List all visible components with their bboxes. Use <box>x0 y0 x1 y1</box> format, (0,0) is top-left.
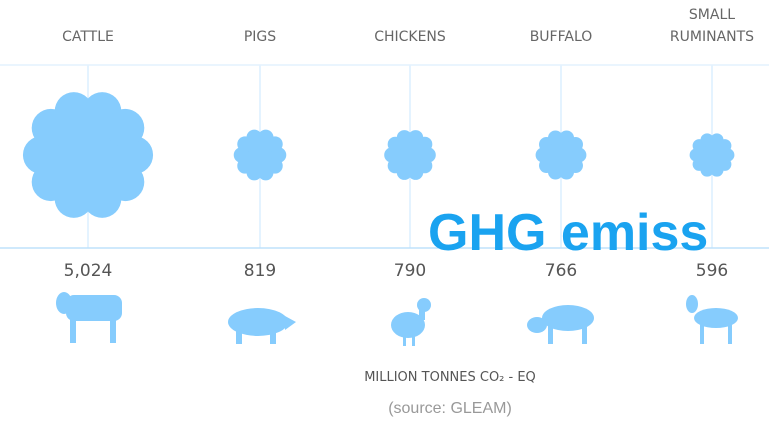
cloud-puff <box>83 179 122 218</box>
cloud-puff <box>547 130 563 146</box>
icons <box>56 292 738 346</box>
goat-icon <box>686 295 738 344</box>
cloud <box>535 130 587 180</box>
cloud-puff <box>396 130 412 146</box>
value-label: 819 <box>244 261 276 281</box>
unit-label: MILLION TONNES CO₂ - EQ <box>364 370 536 385</box>
cloud-puff <box>106 108 145 148</box>
pig-icon <box>228 308 296 344</box>
cloud-puff <box>54 92 93 131</box>
cloud-puff <box>559 164 575 180</box>
cloud-puff <box>267 136 283 152</box>
cloud-puff <box>417 136 433 152</box>
cloud <box>22 92 154 218</box>
cloud-puff <box>700 133 714 147</box>
chicken-icon <box>391 298 431 346</box>
category-label: CATTLE <box>62 29 114 45</box>
category-label: CHICKENS <box>374 29 446 45</box>
value-label: 766 <box>545 261 577 281</box>
cloud-puff <box>258 164 274 181</box>
category-label: PIGS <box>243 29 277 45</box>
cloud-puff <box>246 129 262 146</box>
value-label: 596 <box>696 261 728 281</box>
cattle-icon <box>56 292 122 343</box>
overlay-title: GHG emiss <box>428 204 709 262</box>
value-label: 5,024 <box>64 261 113 281</box>
cloud <box>384 130 436 180</box>
cloud-puff <box>710 163 724 177</box>
buffalo-icon <box>527 305 594 344</box>
cloud-puff <box>568 136 583 152</box>
cloud <box>233 129 287 181</box>
category-label: SMALL RUMINANTS <box>669 7 755 45</box>
source: (source: GLEAM) <box>388 400 512 417</box>
cloud <box>689 133 735 177</box>
category-label: BUFFALO <box>529 29 593 45</box>
cloud-puff <box>408 164 424 180</box>
value-label: 790 <box>394 261 426 281</box>
cloud-puff <box>718 139 732 153</box>
